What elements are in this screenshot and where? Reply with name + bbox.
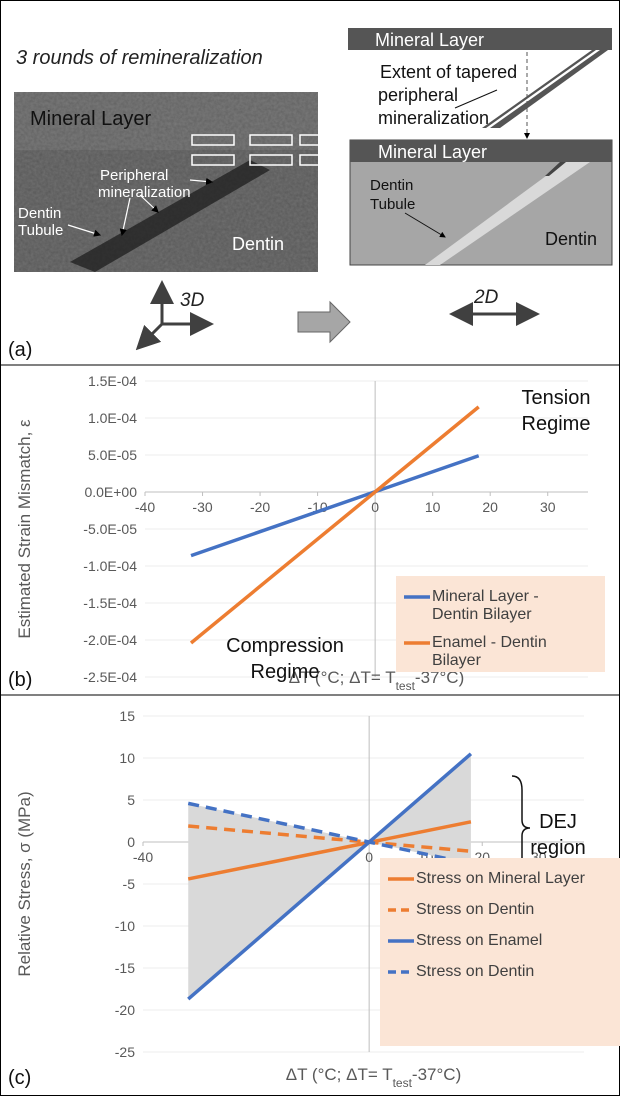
annotation-line: Compression: [226, 635, 344, 657]
y-tick-label: 5: [127, 792, 135, 808]
legend-entry: Stress on Mineral Layer: [416, 870, 585, 887]
x-tick-label: 0: [365, 849, 373, 865]
legend-box: [380, 858, 620, 1046]
schematic-label: Extent of tapered peripheral mineralizatio…: [378, 62, 517, 128]
data-line: [190, 454, 480, 558]
x-axis-label-part: -37°C): [415, 668, 464, 687]
x-tick-label: -40: [133, 849, 153, 865]
x-tick-label: 30: [540, 499, 556, 515]
panel-label: (b): [8, 669, 32, 691]
legend-entry: Stress on Enamel: [416, 932, 543, 949]
legend-label: Stress on Mineral Layer: [416, 870, 585, 887]
annotation-line: Regime: [522, 413, 591, 435]
x-tick-label: 20: [482, 499, 498, 515]
x-tick-label: -30: [192, 499, 212, 515]
y-tick-label: -10: [115, 918, 135, 934]
y-tick-label: -1.5E-04: [83, 595, 137, 611]
legend-label: Stress on Dentin: [416, 901, 535, 918]
y-axis-label: Relative Stress, σ (MPa): [15, 791, 34, 976]
annotation: DEJ region: [530, 811, 586, 859]
y-axis-label: Estimated Strain Mismatch, ε: [15, 419, 34, 639]
x-tick-label: -40: [135, 499, 155, 515]
y-tick-label: -5: [123, 876, 136, 892]
photo-label: Dentin: [232, 234, 284, 254]
y-tick-label: -25: [115, 1044, 135, 1060]
x-axis-label: ΔT (°C; ΔT= Ttest-37°C): [286, 1065, 461, 1090]
y-tick-label: -20: [115, 1002, 135, 1018]
schematic: Mineral Layer Extent of tapered periphera…: [348, 28, 613, 266]
sem-photo: Mineral Layer Peripheral mineralization D…: [14, 92, 349, 272]
axes-label: 2D: [473, 287, 499, 308]
x-tick-label: 10: [425, 499, 441, 515]
y-tick-label: 1.5E-04: [88, 373, 137, 389]
y-tick-label: -15: [115, 960, 135, 976]
schematic-label: Dentin: [545, 229, 597, 249]
y-tick-label: 5.0E-05: [88, 447, 137, 463]
photo-label: Mineral Layer: [30, 108, 152, 130]
x-axis-label-part: ΔT (°C; ΔT= T: [289, 668, 396, 687]
y-tick-label: -5.0E-05: [83, 521, 137, 537]
axes-label: 3D: [180, 290, 205, 311]
y-tick-label: 0.0E+00: [84, 484, 137, 500]
x-tick-label: -20: [250, 499, 270, 515]
data-line: [187, 801, 472, 866]
annotation-line: region: [530, 837, 586, 859]
x-axis-label-part: test: [393, 1076, 413, 1090]
y-tick-label: 15: [119, 708, 135, 724]
y-tick-label: 10: [119, 750, 135, 766]
schematic-label: Mineral Layer: [375, 30, 484, 50]
annotation-line: Tension: [522, 387, 591, 409]
y-tick-label: -2.0E-04: [83, 632, 137, 648]
schematic-label: Mineral Layer: [378, 142, 487, 162]
x-axis-label-part: -37°C): [412, 1065, 461, 1084]
legend-label: Enamel - Dentin Bilayer: [432, 634, 547, 669]
annotation-line: DEJ: [539, 811, 577, 833]
legend-label: Stress on Enamel: [416, 932, 543, 949]
annotation-line: Regime: [251, 661, 320, 683]
x-axis-label: ΔT (°C; ΔT= Ttest-37°C): [289, 668, 464, 693]
legend-entry: Stress on Dentin: [416, 963, 535, 980]
panel-title: 3 rounds of remineralization: [16, 47, 263, 69]
y-tick-label: 0: [127, 834, 135, 850]
annotation: Compression Regime: [226, 635, 344, 683]
axes-icon: [135, 280, 540, 351]
legend-entry: Stress on Dentin: [416, 901, 535, 918]
legend-box: [396, 576, 605, 672]
schematic-label: Dentin Tubule: [370, 177, 415, 213]
data-line: [188, 824, 472, 853]
x-axis-label-part: test: [396, 679, 416, 693]
legend-label: Mineral Layer - Dentin Bilayer: [432, 588, 539, 623]
data-line: [189, 405, 480, 645]
legend-entry: Mineral Layer - Dentin Bilayer: [432, 588, 539, 623]
annotation: Tension Regime: [522, 387, 591, 435]
x-tick-label: 0: [371, 499, 379, 515]
photo-label: Dentin Tubule: [18, 205, 63, 239]
y-tick-label: -2.5E-04: [83, 669, 137, 685]
legend-entry: Enamel - Dentin Bilayer: [432, 634, 547, 669]
panel-a: 3 rounds of remineralization Mineral Lay…: [8, 28, 613, 361]
panel-label: (a): [8, 339, 32, 361]
data-line: [187, 820, 472, 881]
photo-label: Peripheral mineralization: [98, 167, 191, 201]
data-line: [187, 752, 473, 1001]
y-tick-label: 1.0E-04: [88, 410, 137, 426]
arrow: [297, 300, 351, 344]
legend-label: Stress on Dentin: [416, 963, 535, 980]
panel-label: (c): [8, 1067, 31, 1089]
x-axis-label-part: ΔT (°C; ΔT= T: [286, 1065, 393, 1084]
y-tick-label: -1.0E-04: [83, 558, 137, 574]
